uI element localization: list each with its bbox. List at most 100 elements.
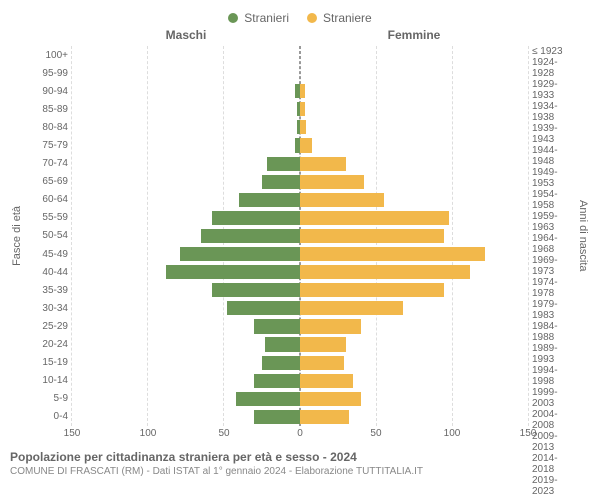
chart-area: Fasce di età 100+95-9990-9485-8980-8475-… [10, 46, 590, 426]
x-axis: 050100150 50100150 [10, 428, 590, 444]
x-tick: 100 [140, 428, 157, 439]
y-axis-label-right: Anni di nascita [576, 46, 590, 426]
bar-female [300, 84, 305, 98]
birth-tick: 1984-1988 [528, 321, 576, 343]
legend-label-male: Stranieri [244, 11, 289, 25]
bar-male [212, 283, 300, 297]
age-tick: 0-4 [24, 408, 72, 426]
bar-male [180, 247, 300, 261]
bar-female [300, 374, 353, 388]
bar-male [227, 301, 300, 315]
column-headers: Maschi Femmine [10, 28, 590, 46]
bar-female [300, 410, 349, 424]
bars-male [72, 46, 300, 426]
bar-male [254, 374, 300, 388]
bar-female [300, 247, 485, 261]
age-tick: 20-24 [24, 336, 72, 354]
bar-female [300, 211, 449, 225]
birth-tick: 1944-1948 [528, 145, 576, 167]
birth-tick: 2014-2018 [528, 453, 576, 475]
bar-female [300, 392, 361, 406]
bars-container [72, 46, 528, 426]
x-tick: 50 [370, 428, 381, 439]
age-tick: 90-94 [24, 82, 72, 100]
age-tick: 40-44 [24, 263, 72, 281]
bar-female [300, 120, 306, 134]
legend: Stranieri Straniere [10, 8, 590, 28]
legend-item-female: Straniere [307, 11, 372, 25]
bar-male [236, 392, 300, 406]
bar-female [300, 229, 444, 243]
age-tick: 35-39 [24, 281, 72, 299]
bar-male [254, 410, 300, 424]
birth-tick: 1964-1968 [528, 233, 576, 255]
bar-male [239, 193, 300, 207]
bar-male [262, 356, 300, 370]
birth-tick: 1934-1938 [528, 101, 576, 123]
age-tick: 45-49 [24, 245, 72, 263]
bar-female [300, 356, 344, 370]
bar-female [300, 157, 346, 171]
birth-tick: 1929-1933 [528, 79, 576, 101]
bar-female [300, 319, 361, 333]
x-tick: 100 [444, 428, 461, 439]
age-tick: 55-59 [24, 209, 72, 227]
y-axis-label-left: Fasce di età [10, 46, 24, 426]
legend-item-male: Stranieri [228, 11, 289, 25]
birth-tick: 1939-1943 [528, 123, 576, 145]
age-tick: 30-34 [24, 299, 72, 317]
birth-tick: 1949-1953 [528, 167, 576, 189]
bar-female [300, 138, 312, 152]
birth-tick: 1969-1973 [528, 255, 576, 277]
bar-male [166, 265, 300, 279]
age-tick: 95-99 [24, 64, 72, 82]
x-tick: 50 [218, 428, 229, 439]
bar-female [300, 283, 444, 297]
age-tick: 85-89 [24, 100, 72, 118]
birth-tick: 2019-2023 [528, 475, 576, 497]
age-tick: 75-79 [24, 136, 72, 154]
bars-female [300, 46, 528, 426]
age-tick: 70-74 [24, 155, 72, 173]
bar-female [300, 175, 364, 189]
birth-tick: 1959-1963 [528, 211, 576, 233]
age-tick: 100+ [24, 46, 72, 64]
x-tick: 150 [64, 428, 81, 439]
birth-tick: 1989-1993 [528, 343, 576, 365]
age-tick: 80-84 [24, 118, 72, 136]
birth-tick: 1954-1958 [528, 189, 576, 211]
bar-male [262, 175, 300, 189]
age-tick: 65-69 [24, 173, 72, 191]
birth-tick: 1979-1983 [528, 299, 576, 321]
caption-subtitle: COMUNE DI FRASCATI (RM) - Dati ISTAT al … [10, 466, 590, 477]
bar-male [212, 211, 300, 225]
birth-tick: 1999-2003 [528, 387, 576, 409]
header-female: Femmine [300, 28, 528, 46]
legend-label-female: Straniere [323, 11, 372, 25]
age-tick: 60-64 [24, 191, 72, 209]
bar-male [265, 337, 300, 351]
legend-swatch-male [228, 13, 238, 23]
bar-male [254, 319, 300, 333]
age-tick: 5-9 [24, 390, 72, 408]
bar-female [300, 193, 384, 207]
birth-tick: 1924-1928 [528, 57, 576, 79]
caption: Popolazione per cittadinanza straniera p… [10, 450, 590, 477]
bar-female [300, 337, 346, 351]
bar-female [300, 102, 305, 116]
birth-tick: 1974-1978 [528, 277, 576, 299]
legend-swatch-female [307, 13, 317, 23]
header-male: Maschi [72, 28, 300, 46]
y-ticks-age: 100+95-9990-9485-8980-8475-7970-7465-696… [24, 46, 72, 426]
age-tick: 50-54 [24, 227, 72, 245]
x-tick: 150 [520, 428, 537, 439]
caption-title: Popolazione per cittadinanza straniera p… [10, 450, 590, 464]
bar-female [300, 301, 403, 315]
bar-male [201, 229, 300, 243]
birth-tick: 1994-1998 [528, 365, 576, 387]
birth-tick: ≤ 1923 [528, 46, 576, 57]
y-ticks-birth: ≤ 19231924-19281929-19331934-19381939-19… [528, 46, 576, 426]
age-tick: 15-19 [24, 354, 72, 372]
age-tick: 25-29 [24, 317, 72, 335]
age-tick: 10-14 [24, 372, 72, 390]
